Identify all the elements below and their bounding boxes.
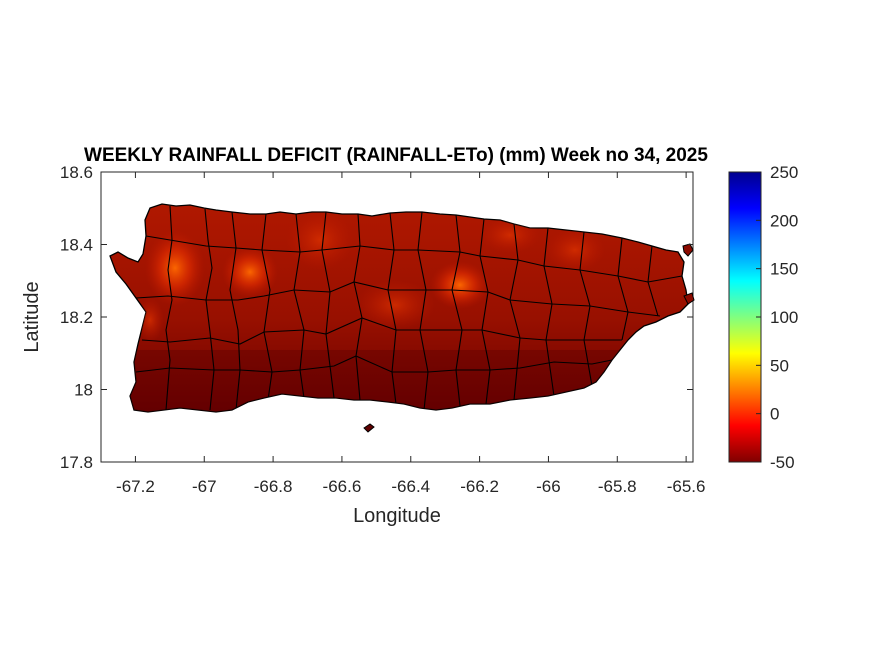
colorbar-tick-label: 100: [770, 308, 798, 327]
y-axis: 18.6 18.4 18.2 18 17.8: [60, 163, 693, 472]
municipality-boundary: [141, 317, 622, 345]
colorbar-tick-label: 50: [770, 356, 789, 375]
y-tick-label: 18.6: [60, 163, 93, 182]
colorbar-tick-label: 200: [770, 211, 798, 230]
puerto-rico-map: [109, 203, 695, 433]
municipality-boundary: [145, 235, 683, 283]
x-tick-label: -67.2: [116, 477, 155, 496]
municipality-boundary: [229, 211, 241, 411]
municipality-boundary: [261, 213, 273, 401]
colorbar-tick-label: 250: [770, 163, 798, 182]
municipality-boundary: [451, 214, 463, 407]
y-axis-label: Latitude: [21, 281, 43, 352]
y-tick-label: 17.8: [60, 453, 93, 472]
municipality-boundary: [293, 213, 305, 399]
municipality-boundary: [479, 218, 491, 405]
municipality-boundaries: [135, 205, 683, 411]
x-tick-label: -67: [192, 477, 217, 496]
x-tick-label: -66.6: [323, 477, 362, 496]
colorbar-gradient: [728, 171, 762, 463]
x-tick-label: -66.8: [254, 477, 293, 496]
y-tick-label: 18.4: [60, 236, 93, 255]
x-axis-label: Longitude: [353, 505, 441, 527]
municipality-boundary: [135, 281, 661, 317]
colorbar-tick-label: 0: [770, 405, 779, 424]
municipality-boundary: [417, 211, 429, 411]
municipality-boundary: [135, 355, 613, 373]
municipality-boundary: [617, 237, 629, 341]
x-tick-label: -65.8: [598, 477, 637, 496]
x-axis: -67.2 -67 -66.8 -66.6 -66.4 -66.2 -66 -65.8 -65.…: [116, 172, 705, 496]
x-tick-label: -66.2: [460, 477, 499, 496]
x-tick-label: -66: [536, 477, 561, 496]
municipality-boundary: [387, 212, 397, 405]
colorbar-tick-label: 150: [770, 260, 798, 279]
colorbar-ticks: 250 200 150 100 50 0 -50: [756, 163, 798, 472]
x-tick-label: -66.4: [391, 477, 430, 496]
municipality-boundary: [353, 213, 363, 401]
y-tick-label: 18: [74, 381, 93, 400]
culebra-fragment: [683, 292, 695, 305]
colorbar: 250 200 150 100 50 0 -50: [728, 163, 798, 472]
x-tick-label: -65.6: [667, 477, 706, 496]
y-tick-label: 18.2: [60, 308, 93, 327]
caja-de-muertos-island: [363, 423, 375, 433]
map-title: WEEKLY RAINFALL DEFICIT (RAINFALL-ETo) (…: [84, 145, 708, 166]
colorbar-tick-label: -50: [770, 453, 795, 472]
